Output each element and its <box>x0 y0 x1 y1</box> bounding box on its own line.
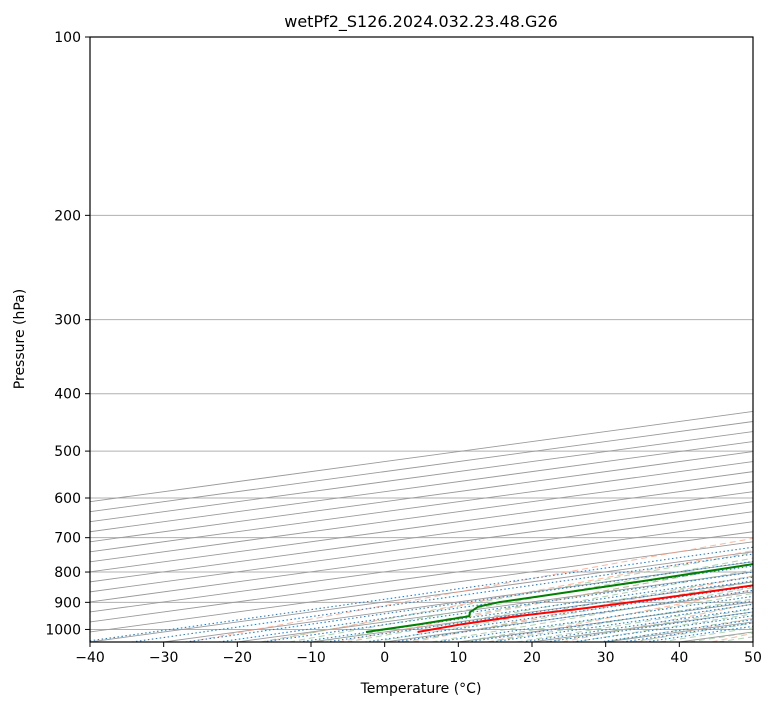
x-tick-label: 10 <box>449 650 467 666</box>
plot-frame <box>89 36 754 643</box>
isotherm-line <box>90 471 753 563</box>
isotherm-line <box>90 501 753 593</box>
moist-adiabat-line <box>487 598 753 642</box>
y-tick-label: 100 <box>54 30 81 46</box>
grid-layer <box>90 37 753 642</box>
moist-adiabat-line <box>317 563 753 642</box>
mixing-ratio-line <box>131 553 753 642</box>
isotherm-line <box>90 521 753 613</box>
x-tick-label: 0 <box>380 650 389 666</box>
x-tick-label: 20 <box>523 650 541 666</box>
tick-layer: −40 −30 −20 −10 0 10 20 30 40 50 100 200 300 400 500 60… <box>45 30 762 666</box>
mixing-ratio-line <box>436 595 753 642</box>
x-tick-label: 30 <box>597 650 615 666</box>
y-tick-label: 500 <box>54 444 81 460</box>
isotherm-line <box>90 451 753 543</box>
dewpoint-profile-line <box>365 563 753 633</box>
mixing-ratio-line <box>467 600 753 642</box>
y-tick-label: 400 <box>54 387 81 403</box>
data-layer <box>365 563 753 633</box>
mixing-ratio-line <box>365 585 753 642</box>
isotherm-line <box>90 481 753 573</box>
y-tick-label: 200 <box>54 208 81 224</box>
mixing-ratio-line <box>90 546 753 642</box>
mixing-ratio-line <box>492 603 753 642</box>
y-tick-label: 600 <box>54 491 81 507</box>
x-tick-label: −40 <box>75 650 105 666</box>
y-tick-label: 300 <box>54 313 81 329</box>
x-tick-label: −30 <box>149 650 179 666</box>
moist-adiabat-line <box>403 581 753 642</box>
x-tick-label: 40 <box>670 650 688 666</box>
dry-adiabat-line <box>188 537 753 642</box>
x-tick-label: 50 <box>744 650 762 666</box>
y-axis-label: Pressure (hPa) <box>12 289 28 389</box>
dry-adiabat-line <box>338 562 753 642</box>
x-tick-label: −20 <box>223 650 253 666</box>
isotherm-line <box>90 511 753 603</box>
isotherm-line <box>90 461 753 553</box>
x-axis-label: Temperature (°C) <box>360 681 482 697</box>
moist-adiabat-line <box>516 603 753 642</box>
x-tick-label: −10 <box>296 650 326 666</box>
isotherm-line <box>90 531 753 623</box>
y-tick-label: 800 <box>54 565 81 581</box>
moist-adiabat-line <box>431 587 753 642</box>
chart-title: wetPf2_S126.2024.032.23.48.G26 <box>284 12 558 32</box>
y-tick-label: 1000 <box>45 622 81 638</box>
moist-adiabat-line <box>289 557 753 642</box>
dry-adiabat-line <box>412 575 753 642</box>
y-tick-label: 900 <box>54 595 81 611</box>
mixing-ratio-line <box>394 589 753 642</box>
isotherm-line <box>90 491 753 583</box>
moist-adiabat-line <box>346 569 753 642</box>
y-tick-label: 700 <box>54 531 81 547</box>
